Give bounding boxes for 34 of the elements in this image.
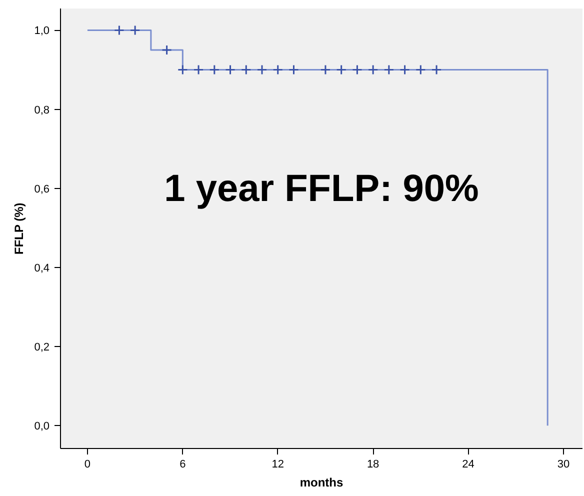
point [177, 64, 188, 76]
point [256, 64, 268, 76]
y-tick-label: 1,0 [34, 25, 50, 38]
x-tick-label: 0 [84, 458, 91, 470]
point [114, 24, 124, 36]
point [400, 64, 410, 76]
point [272, 64, 284, 76]
y-tick-label: 0,2 [34, 342, 50, 354]
point [352, 64, 362, 76]
point [288, 64, 299, 76]
y-tick-label: 0,4 [34, 262, 50, 274]
y-axis-title: FFLP (%) [12, 202, 26, 254]
point [225, 64, 236, 76]
point [209, 64, 220, 76]
x-tick-label: 18 [366, 458, 380, 470]
point [431, 64, 442, 76]
y-tick-label: 0,0 [34, 420, 50, 433]
point [368, 64, 378, 76]
x-tick-label: 24 [462, 458, 474, 470]
annotation: 1 year FFLP: 90% [164, 168, 479, 210]
x-tick-label: 12 [272, 458, 284, 470]
point [130, 24, 140, 36]
point [162, 44, 172, 56]
point [193, 64, 204, 76]
point [384, 64, 394, 76]
point [240, 64, 252, 76]
point [320, 64, 331, 76]
point [336, 64, 347, 76]
x-tick-label: 30 [557, 458, 570, 470]
y-tick-label: 0,6 [34, 183, 50, 196]
x-axis-title: months [300, 476, 344, 490]
x-tick-label: 6 [180, 458, 186, 470]
y-tick-label: 0,8 [34, 104, 50, 116]
point [415, 64, 426, 76]
